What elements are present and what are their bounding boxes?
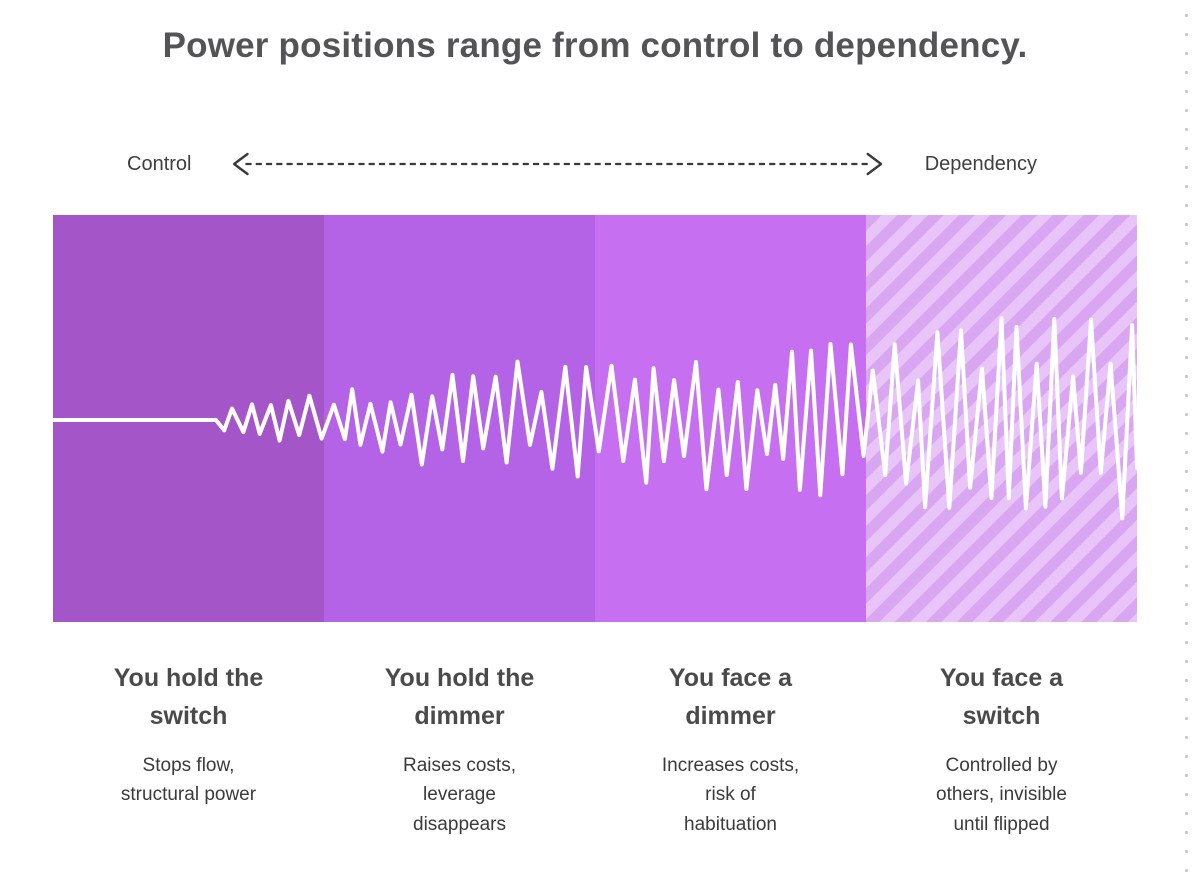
column-heading: You hold the dimmer bbox=[384, 664, 535, 730]
column-you-hold-the-switch: You hold the switch Stops flow, structur… bbox=[53, 660, 324, 839]
page-edge-dots bbox=[1183, 0, 1190, 884]
column-description: Controlled by others, invisible until fl… bbox=[936, 755, 1067, 835]
column-heading: You hold the switch bbox=[113, 664, 264, 730]
axis-label-dependency: Dependency bbox=[924, 152, 1037, 175]
column-description: Increases costs, risk of habituation bbox=[661, 755, 800, 835]
column-you-face-a-dimmer: You face a dimmer Increases costs, risk … bbox=[595, 660, 866, 839]
column-heading: You face a switch bbox=[939, 664, 1064, 730]
axis-row: Control Dependency bbox=[53, 148, 1137, 180]
band-you-face-a-switch bbox=[866, 215, 1137, 622]
labels-row: You hold the switch Stops flow, structur… bbox=[53, 660, 1137, 839]
column-description: Raises costs, leverage disappears bbox=[403, 755, 516, 835]
spectrum-bands bbox=[53, 215, 1137, 622]
column-you-hold-the-dimmer: You hold the dimmer Raises costs, levera… bbox=[324, 660, 595, 839]
page-title: Power positions range from control to de… bbox=[162, 26, 1028, 65]
column-you-face-a-switch: You face a switch Controlled by others, … bbox=[866, 660, 1137, 839]
double-arrow-icon bbox=[229, 151, 886, 177]
column-description: Stops flow, structural power bbox=[120, 755, 257, 806]
column-heading: You face a dimmer bbox=[668, 664, 793, 730]
waveform-line bbox=[53, 316, 1137, 521]
axis-label-control: Control bbox=[127, 152, 192, 175]
